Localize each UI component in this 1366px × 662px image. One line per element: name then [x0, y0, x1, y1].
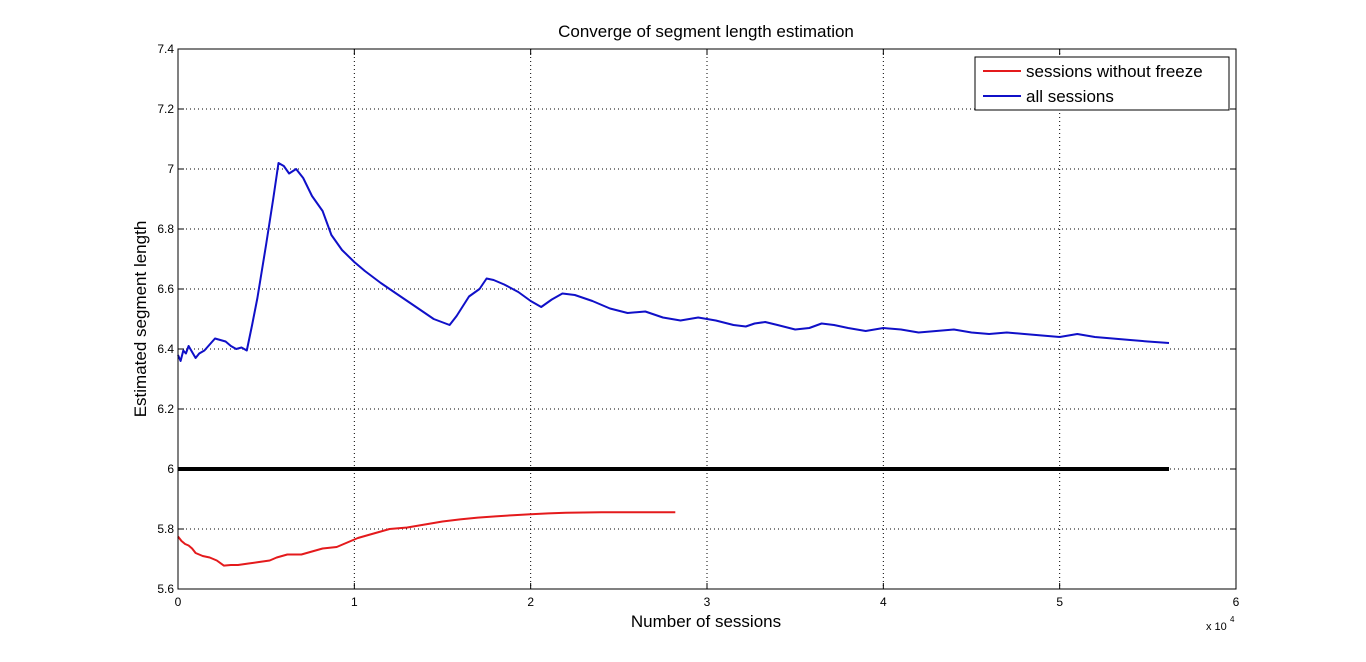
y-tick-label: 6.8 — [157, 222, 174, 236]
x-tick-labels: 0 1 2 3 4 5 6 — [175, 595, 1240, 609]
y-axis-label: Estimated segment length — [131, 221, 150, 418]
y-tick-label: 5.8 — [157, 522, 174, 536]
y-tick-label: 7.4 — [157, 42, 174, 56]
series-line-sessions-without-freeze — [177, 511, 676, 567]
x-tick-label: 4 — [880, 595, 887, 609]
y-tick-label: 6.2 — [157, 402, 174, 416]
data-series — [177, 162, 1170, 567]
y-tick-label: 5.6 — [157, 582, 174, 596]
chart-title: Converge of segment length estimation — [558, 22, 854, 41]
legend-label-sessions-without-freeze: sessions without freeze — [1026, 62, 1203, 81]
plot-frame — [177, 48, 1237, 590]
x-tick-label: 0 — [175, 595, 182, 609]
y-tick-label: 6 — [167, 462, 174, 476]
legend-box — [974, 56, 1230, 111]
x-tick-label: 2 — [527, 595, 534, 609]
x-tick-label: 1 — [351, 595, 358, 609]
y-tick-label: 7.2 — [157, 102, 174, 116]
x-tick-label: 5 — [1056, 595, 1063, 609]
y-tick-label: 6.4 — [157, 342, 174, 356]
y-tick-labels: 5.6 5.8 6 6.2 6.4 6.6 6.8 7 7.2 7.4 — [157, 42, 174, 596]
series-line-all-sessions — [177, 162, 1170, 362]
x-tick-label: 3 — [704, 595, 711, 609]
x-axis-multiplier: x 10 — [1206, 621, 1227, 633]
y-tick-label: 7 — [167, 162, 174, 176]
grid-lines — [178, 49, 1236, 589]
legend: sessions without freeze all sessions — [974, 56, 1230, 111]
legend-label-all-sessions: all sessions — [1026, 87, 1114, 106]
x-axis-label: Number of sessions — [631, 612, 781, 631]
x-tick-label: 6 — [1233, 595, 1240, 609]
y-tick-label: 6.6 — [157, 282, 174, 296]
x-axis-multiplier-exponent: 4 — [1230, 615, 1235, 624]
